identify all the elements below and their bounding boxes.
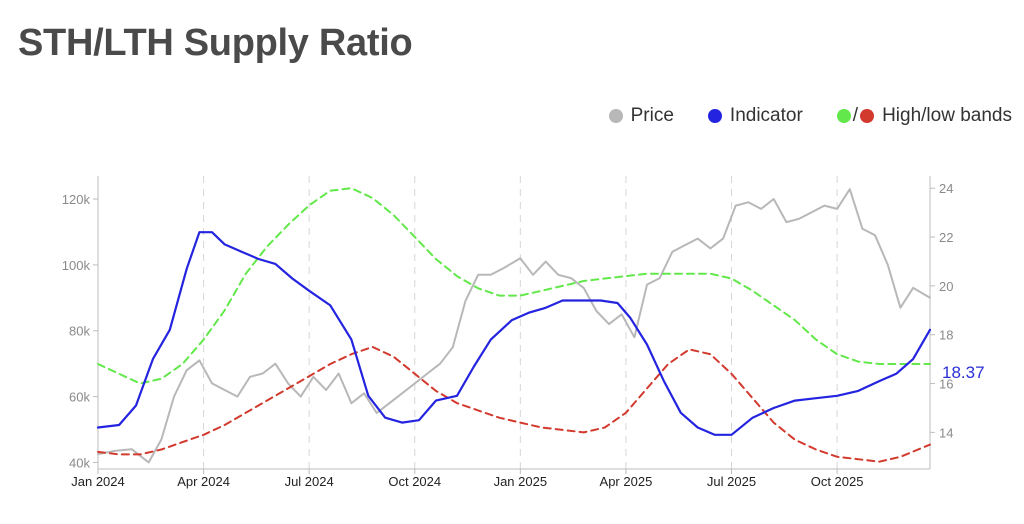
legend-label-bands: High/low bands [882, 105, 1012, 126]
chart-series [96, 187, 932, 464]
chart-title: STH/LTH Supply Ratio [18, 22, 413, 64]
price-legend-dot [608, 109, 623, 123]
right-tick-label: 22 [939, 230, 953, 245]
x-tick-label: Oct 2025 [811, 474, 864, 489]
legend-label-indicator: Indicator [729, 105, 803, 126]
left-axis-ticks: 40k 60k 80k 100k 120k [62, 192, 98, 470]
series-line-high-band [97, 187, 931, 385]
right-tick-label: 18 [939, 328, 953, 343]
left-tick-label: 40k [69, 455, 90, 470]
right-axis-ticks: 14 16 18 20 22 24 [930, 181, 953, 440]
right-tick-label: 14 [939, 425, 953, 440]
x-tick-label: Jul 2025 [707, 474, 756, 489]
high-band-legend-dot [836, 109, 851, 123]
legend-item-bands[interactable]: / High/low bands [836, 105, 1012, 127]
x-tick-label: Jan 2024 [71, 474, 125, 489]
right-tick-label: 16 [939, 377, 953, 392]
right-tick-label: 20 [939, 279, 953, 294]
series-line-price [97, 188, 931, 464]
x-tick-label: Jul 2024 [285, 474, 334, 489]
indicator-last-value-label: 18.37 [942, 363, 985, 382]
chart-axes [97, 176, 931, 470]
x-tick-label: Apr 2024 [177, 474, 230, 489]
chart-legend: Price Indicator / High/low bands [575, 105, 1012, 127]
left-tick-label: 60k [69, 390, 90, 405]
legend-label-price: Price [630, 105, 674, 126]
right-tick-label: 24 [939, 181, 953, 196]
vertical-gridlines [97, 176, 838, 469]
legend-item-price[interactable]: Price [608, 105, 674, 127]
series-line-indicator [96, 231, 932, 436]
left-tick-label: 120k [62, 192, 91, 207]
x-tick-label: Jan 2025 [494, 474, 548, 489]
series-line-low-band [97, 345, 931, 463]
left-tick-label: 100k [62, 258, 91, 273]
x-tick-label: Apr 2025 [600, 474, 653, 489]
left-tick-label: 80k [69, 324, 90, 339]
low-band-legend-dot [860, 109, 875, 123]
x-axis-ticks: Jan 2024 Apr 2024 Jul 2024 Oct 2024 Jan 2025… [71, 469, 863, 489]
indicator-legend-dot [707, 109, 722, 123]
legend-item-indicator[interactable]: Indicator [707, 105, 803, 127]
legend-slash: / [852, 105, 859, 126]
x-tick-label: Oct 2024 [388, 474, 441, 489]
